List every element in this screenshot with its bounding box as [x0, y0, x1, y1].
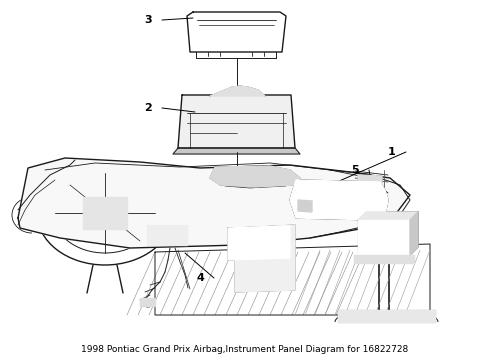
- Polygon shape: [290, 180, 388, 220]
- Text: 5: 5: [351, 165, 359, 175]
- Polygon shape: [358, 220, 410, 255]
- Polygon shape: [358, 212, 418, 220]
- Polygon shape: [147, 225, 187, 245]
- Polygon shape: [187, 12, 286, 52]
- Polygon shape: [358, 175, 382, 183]
- Polygon shape: [178, 95, 295, 148]
- Text: 4: 4: [196, 273, 204, 283]
- Polygon shape: [410, 212, 418, 255]
- Text: 2: 2: [144, 103, 152, 113]
- Polygon shape: [354, 255, 414, 263]
- Polygon shape: [228, 226, 290, 260]
- Polygon shape: [210, 166, 300, 187]
- Polygon shape: [140, 298, 155, 306]
- Text: 1: 1: [388, 147, 396, 157]
- Polygon shape: [173, 148, 300, 154]
- Polygon shape: [298, 200, 312, 212]
- Polygon shape: [235, 225, 295, 292]
- Polygon shape: [18, 158, 410, 248]
- Polygon shape: [210, 86, 265, 96]
- Polygon shape: [338, 310, 435, 322]
- Polygon shape: [83, 197, 127, 229]
- Text: 3: 3: [144, 15, 152, 25]
- Text: 1998 Pontiac Grand Prix Airbag,Instrument Panel Diagram for 16822728: 1998 Pontiac Grand Prix Airbag,Instrumen…: [81, 346, 409, 355]
